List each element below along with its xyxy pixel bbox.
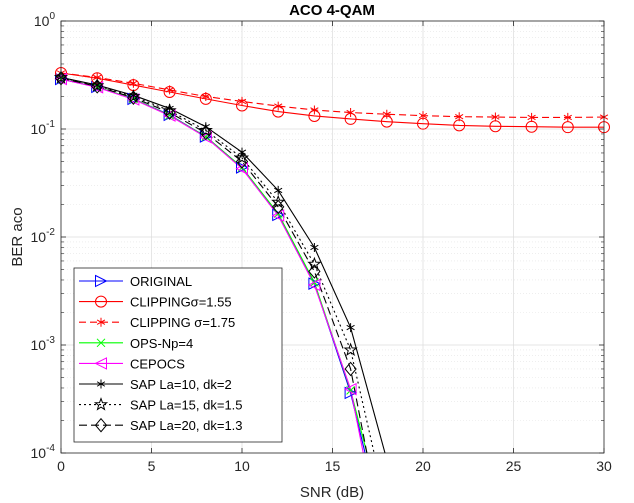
- series-7-point-4: [199, 125, 212, 141]
- series-6-point-2: [126, 89, 141, 103]
- legend: ORIGINAL CLIPPINGσ=1.55 CLIPPING σ=1.75 OPS…: [73, 267, 283, 443]
- series-7-point-5: [235, 154, 249, 169]
- y-tick-label-1: 10-1: [31, 119, 56, 137]
- series-0-point-5: [236, 161, 249, 174]
- legend-label-6: SAP La=15, dk=1.5: [130, 398, 243, 413]
- legend-marker-1: [95, 295, 107, 308]
- x-tick-label-1: 5: [148, 458, 156, 474]
- series-2-point-11: [455, 112, 464, 122]
- x-axis-label: SNR (dB): [300, 484, 364, 501]
- series-2-point-8: [346, 108, 355, 118]
- series-lines: [60, 72, 605, 454]
- legend-box: [73, 267, 283, 443]
- series-4-point-8: [343, 382, 357, 396]
- x-tick-label-4: 20: [415, 458, 431, 474]
- legend-marker-5: [96, 379, 106, 389]
- series-0-point-7: [308, 277, 322, 290]
- series-4-point-7: [307, 278, 321, 292]
- legend-label-3: OPS-Np=4: [130, 336, 193, 351]
- series-0-point-6: [272, 208, 285, 222]
- y-tick-label-0: 100: [34, 11, 56, 29]
- series-6-point-8: [343, 342, 358, 356]
- x-tick-label-5: 25: [506, 458, 522, 474]
- legend-label-4: CEPOCS: [130, 356, 185, 371]
- legend-marker-7: [94, 417, 108, 433]
- legend-marker-3: [96, 338, 106, 348]
- series-5-point-6: [274, 185, 283, 195]
- series-2-point-12: [491, 112, 500, 122]
- series-2-point-9: [382, 109, 391, 119]
- series-2-point-7: [310, 105, 319, 115]
- series-6-point-6: [271, 194, 286, 209]
- series-2-point-5: [237, 96, 247, 106]
- series-2-point-4: [201, 91, 210, 101]
- legend-label-5: SAP La=10, dk=2: [130, 377, 232, 392]
- x-tick-label-0: 0: [57, 458, 65, 474]
- series-6-point-3: [162, 103, 177, 117]
- x-tick-label-3: 15: [325, 458, 341, 474]
- series-7-point-3: [163, 105, 176, 120]
- series-6-point-1: [90, 78, 105, 92]
- chart-title: ACO 4-QAM: [289, 2, 375, 19]
- y-tick-label-2: 10-2: [31, 227, 56, 245]
- series-7-point-6: [272, 199, 285, 215]
- series-line-1: [60, 72, 604, 128]
- series-6-point-7: [307, 256, 322, 271]
- axis-ticks: 0 5 10 15 20 25 30 100 10-1 10-2 10-3 10-4: [31, 11, 612, 474]
- y-axis-label: BER aco: [9, 207, 26, 266]
- legend-label-2: CLIPPING σ=1.75: [130, 315, 235, 330]
- series-6-point-4: [198, 122, 213, 137]
- legend-marker-2: [96, 317, 106, 327]
- x-tick-label-6: 30: [596, 458, 612, 474]
- legend-marker-4: [94, 357, 107, 370]
- series-line-5: [60, 76, 386, 454]
- series-7-point-8: [344, 361, 357, 377]
- series-7-point-1: [91, 79, 104, 94]
- series-2-point-2: [129, 78, 138, 88]
- series-2-point-14: [563, 112, 572, 122]
- series-7-point-2: [127, 90, 140, 105]
- series-2-point-10: [418, 111, 428, 121]
- series-line-6: [60, 76, 375, 454]
- legend-label-7: SAP La=20, dk=1.3: [130, 418, 243, 433]
- series-line-7: [60, 77, 368, 454]
- legend-marker-6: [93, 397, 109, 411]
- series-2-point-3: [165, 85, 174, 95]
- series-2-point-13: [527, 112, 536, 122]
- series-2-point-6: [274, 101, 283, 111]
- series-line-4: [60, 78, 364, 454]
- x-tick-label-2: 10: [234, 458, 250, 474]
- series-5-point-8: [346, 323, 355, 333]
- legend-marker-0: [95, 274, 108, 288]
- series-line-2: [60, 72, 605, 118]
- series-4-point-5: [235, 162, 248, 175]
- series-7-point-7: [308, 264, 321, 279]
- y-tick-label-4: 10-4: [31, 443, 56, 461]
- y-tick-label-3: 10-3: [31, 335, 56, 353]
- series-6-point-5: [234, 150, 250, 164]
- legend-label-1: CLIPPINGσ=1.55: [130, 295, 232, 310]
- legend-label-0: ORIGINAL: [130, 274, 192, 289]
- series-5-point-7: [310, 242, 319, 252]
